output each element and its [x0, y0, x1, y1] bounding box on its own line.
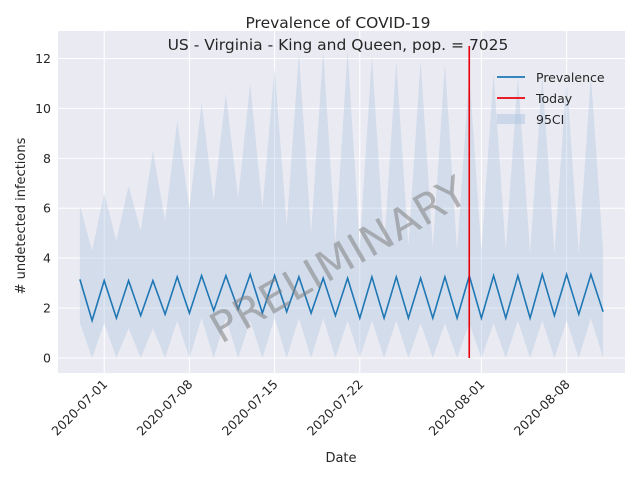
- x-tick-label: 2020-08-08: [511, 376, 573, 438]
- x-tick-label: 2020-07-01: [48, 377, 110, 439]
- chart-title-line2: US - Virginia - King and Queen, pop. = 7…: [168, 36, 509, 54]
- ci-band: [79, 51, 604, 358]
- y-tick-label: 0: [43, 351, 51, 366]
- y-tick-labels: 0 2 4 6 8 10 12: [35, 51, 51, 366]
- x-tick-label: 2020-07-22: [304, 377, 366, 439]
- legend-ci-label: 95CI: [536, 112, 564, 127]
- chart-title-line1: Prevalence of COVID-19: [245, 14, 430, 32]
- y-axis-label: # undetected infections: [14, 137, 29, 294]
- x-tick-labels: 2020-07-01 2020-07-08 2020-07-15 2020-07-22…: [48, 376, 572, 438]
- y-tick-label: 12: [35, 51, 51, 66]
- y-tick-label: 4: [43, 251, 51, 266]
- x-axis-label: Date: [325, 451, 356, 466]
- x-tick-label: 2020-07-08: [134, 376, 196, 438]
- y-tick-label: 10: [35, 101, 51, 116]
- x-tick-label: 2020-08-01: [426, 377, 488, 439]
- legend: Prevalence Today 95CI: [497, 70, 605, 127]
- y-tick-label: 2: [43, 301, 51, 316]
- y-tick-label: 8: [43, 151, 51, 166]
- legend-prevalence-label: Prevalence: [536, 70, 605, 85]
- prevalence-line: [79, 271, 604, 324]
- y-tick-label: 6: [43, 201, 51, 216]
- legend-today-label: Today: [535, 91, 573, 106]
- legend-ci-swatch: [497, 114, 525, 124]
- x-tick-label: 2020-07-15: [219, 377, 281, 439]
